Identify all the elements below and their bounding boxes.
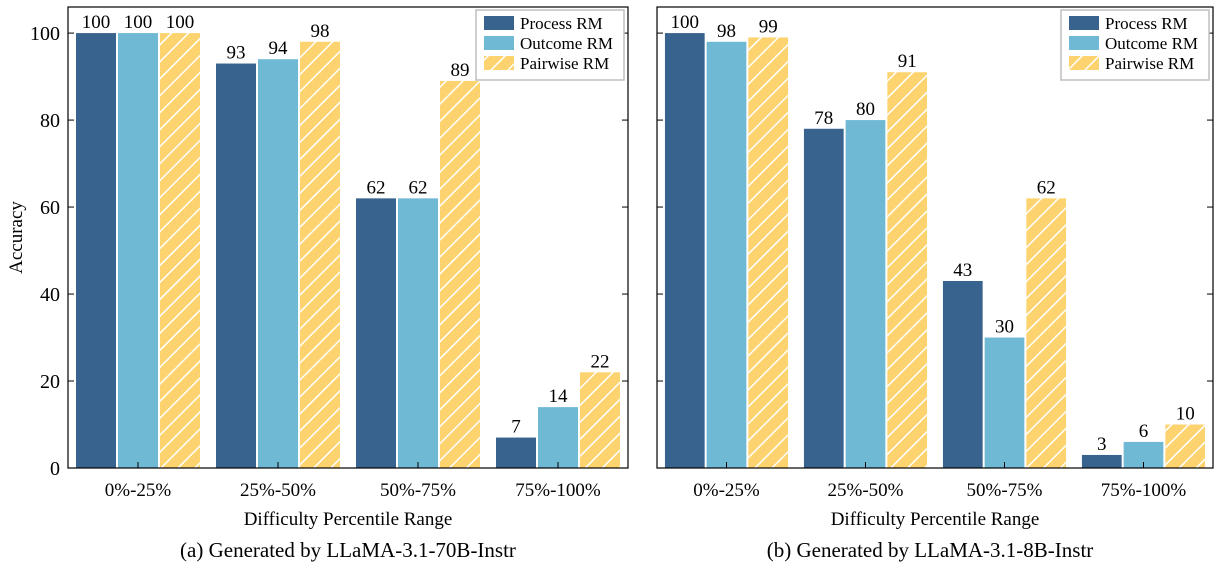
data-label: 100 xyxy=(166,12,195,33)
bar-process xyxy=(216,63,256,469)
x-tick-label: 0%-25% xyxy=(693,480,760,501)
bar-pairwise xyxy=(1165,424,1206,468)
x-tick-label: 25%-50% xyxy=(828,480,904,501)
x-tick-label: 75%-100% xyxy=(1101,480,1187,501)
x-tick-label: 75%-100% xyxy=(515,480,601,501)
legend-swatch-outcome xyxy=(1069,36,1099,50)
data-label: 99 xyxy=(759,16,778,37)
bar-outcome xyxy=(984,337,1025,468)
x-tick-label: 0%-25% xyxy=(105,480,172,501)
data-label: 22 xyxy=(591,351,610,372)
bar-pairwise xyxy=(160,33,200,469)
legend-label-pairwise: Pairwise RM xyxy=(1105,54,1194,73)
y-axis-title: Accuracy xyxy=(6,201,27,274)
data-label: 7 xyxy=(511,417,521,438)
bar-pairwise xyxy=(300,41,340,469)
bar-process xyxy=(1081,454,1122,468)
data-label: 98 xyxy=(311,21,330,42)
legend-swatch-process xyxy=(1069,16,1099,30)
y-tick-label: 60 xyxy=(40,197,60,219)
bar-pairwise xyxy=(748,37,789,469)
plot-frame xyxy=(67,6,629,469)
data-label: 43 xyxy=(953,260,972,281)
legend-label-process: Process RM xyxy=(1105,14,1188,33)
y-tick-label: 100 xyxy=(30,23,60,45)
data-label: 10 xyxy=(1176,404,1195,425)
chart-right: 100 78 43 3 98 80 30 6 99 91 62 10 0%-25% 25%-50% 50%-… xyxy=(656,6,1214,530)
data-label: 3 xyxy=(1097,434,1107,455)
data-label: 14 xyxy=(549,386,569,407)
plot-frame xyxy=(656,6,1214,469)
data-label: 100 xyxy=(124,12,153,33)
data-label: 6 xyxy=(1139,421,1149,442)
bar-outcome xyxy=(538,407,578,468)
x-tick-label: 50%-75% xyxy=(380,480,456,501)
chart-left: 100 93 62 7 100 94 62 14 100 98 89 22 0 20 40 60 80 100 0%… xyxy=(6,6,629,530)
bar-pairwise xyxy=(440,80,480,468)
data-label: 62 xyxy=(409,177,428,198)
y-tick-label: 0 xyxy=(50,458,60,480)
legend-swatch-pairwise xyxy=(484,56,514,70)
x-tick-label: 50%-75% xyxy=(967,480,1043,501)
data-label: 94 xyxy=(269,38,289,59)
legend-label-outcome: Outcome RM xyxy=(1105,34,1198,53)
bar-process xyxy=(76,33,116,469)
bar-pairwise xyxy=(1026,198,1067,468)
bar-outcome xyxy=(118,33,158,469)
bar-process xyxy=(803,128,844,468)
data-label: 100 xyxy=(82,12,111,33)
bar-outcome xyxy=(706,41,747,469)
legend-swatch-process xyxy=(484,16,514,30)
bar-process xyxy=(664,33,705,469)
y-tick-label: 80 xyxy=(40,110,60,132)
data-label: 30 xyxy=(995,317,1014,338)
x-tick-label: 25%-50% xyxy=(240,480,316,501)
legend-label-pairwise: Pairwise RM xyxy=(520,54,609,73)
bar-pairwise xyxy=(887,72,928,469)
data-label: 89 xyxy=(451,60,470,81)
bar-process xyxy=(942,280,983,468)
y-tick-label: 40 xyxy=(40,284,60,306)
data-label: 98 xyxy=(717,21,736,42)
bar-process xyxy=(496,437,536,468)
x-axis-title: Difficulty Percentile Range xyxy=(244,509,453,530)
legend-label-outcome: Outcome RM xyxy=(520,34,613,53)
y-tick-label: 20 xyxy=(40,371,60,393)
caption-left: (a) Generated by LLaMA-3.1-70B-Instr xyxy=(180,538,516,562)
bar-outcome xyxy=(845,120,886,468)
data-label: 62 xyxy=(1037,177,1056,198)
data-label: 91 xyxy=(898,51,917,72)
caption-right: (b) Generated by LLaMA-3.1-8B-Instr xyxy=(766,538,1094,562)
legend-swatch-pairwise xyxy=(1069,56,1099,70)
legend-swatch-outcome xyxy=(484,36,514,50)
bar-process xyxy=(356,198,396,468)
data-label: 93 xyxy=(227,43,246,64)
data-label: 62 xyxy=(367,177,386,198)
bar-pairwise xyxy=(580,372,620,468)
x-axis-title: Difficulty Percentile Range xyxy=(831,509,1040,530)
data-label: 78 xyxy=(814,108,833,129)
legend-label-process: Process RM xyxy=(520,14,603,33)
data-label: 100 xyxy=(671,12,700,33)
data-label: 80 xyxy=(856,99,875,120)
bar-outcome xyxy=(398,198,438,468)
bar-outcome xyxy=(258,59,298,468)
